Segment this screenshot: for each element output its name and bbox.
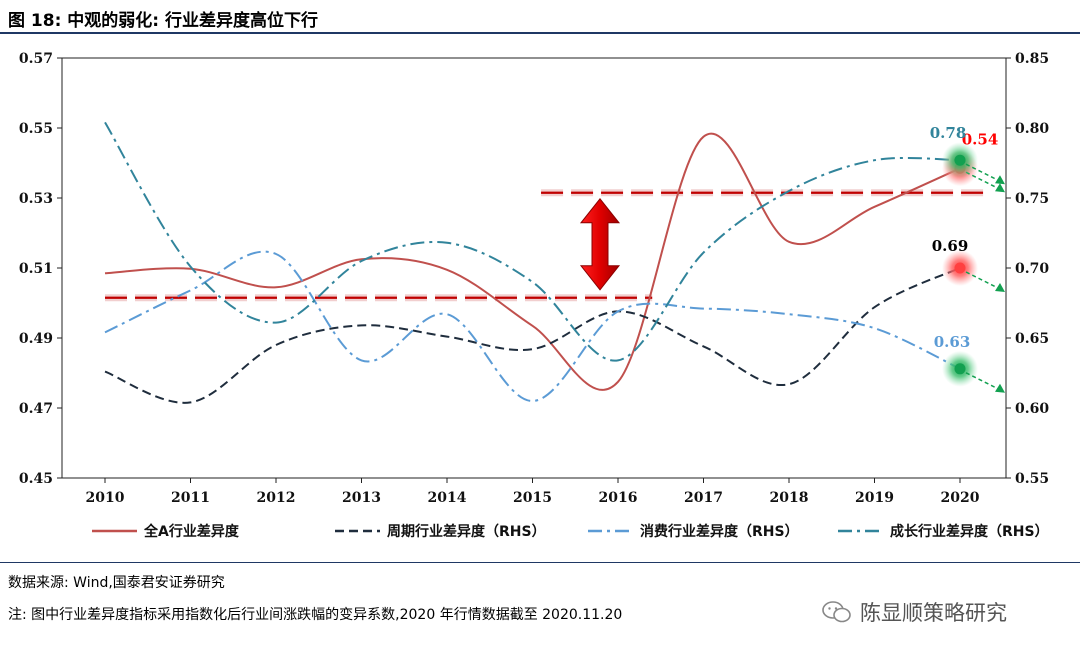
x-tick-label: 2018 bbox=[770, 490, 809, 506]
highlight-point bbox=[954, 363, 966, 375]
x-tick-label: 2016 bbox=[599, 490, 638, 506]
x-tick-label: 2011 bbox=[171, 490, 210, 506]
legend-label-1: 周期行业差异度（RHS） bbox=[387, 523, 546, 540]
double-arrow bbox=[579, 197, 621, 291]
left-tick-label: 0.45 bbox=[19, 471, 53, 487]
series-line-3 bbox=[104, 121, 961, 362]
source-note: 数据来源: Wind,国泰君安证券研究 bbox=[8, 575, 225, 591]
axes-layer: 0.45 0.47 0.49 0.51 0.53 0.55 0.57 0.55 0.60 0.65… bbox=[19, 51, 1049, 506]
x-tick-label: 2014 bbox=[428, 490, 467, 506]
trend-arrow-line bbox=[965, 171, 999, 189]
legend-label-2: 消费行业差异度（RHS） bbox=[640, 523, 799, 540]
left-tick-label: 0.47 bbox=[19, 401, 53, 417]
plot-frame bbox=[61, 57, 1007, 479]
x-tick-label: 2015 bbox=[513, 490, 552, 506]
legend: 全A行业差异度 周期行业差异度（RHS） 消费行业差异度（RHS） 成长行业差异度（R… bbox=[92, 523, 1049, 540]
trend-arrow-line bbox=[965, 372, 999, 390]
x-tick-label: 2013 bbox=[342, 490, 381, 506]
series-line-0 bbox=[104, 132, 961, 391]
watermark-text: 陈显顺策略研究 bbox=[860, 601, 1007, 625]
right-tick-label: 0.60 bbox=[1015, 401, 1049, 417]
left-tick-label: 0.51 bbox=[19, 261, 53, 277]
x-tick-label: 2017 bbox=[684, 490, 723, 506]
watermark: 陈显顺策略研究 bbox=[822, 592, 1072, 632]
trend-arrow-head bbox=[995, 383, 1005, 393]
point-label: 0.69 bbox=[932, 237, 969, 255]
annotations: 0.54 0.69 0.63 0.78 bbox=[579, 124, 1005, 393]
source-rule bbox=[0, 562, 1080, 563]
trend-arrow-head bbox=[995, 175, 1005, 185]
right-tick-label: 0.85 bbox=[1015, 51, 1049, 67]
x-tick-label: 2019 bbox=[855, 490, 894, 506]
trend-arrow-head bbox=[995, 283, 1005, 292]
left-tick-label: 0.57 bbox=[19, 51, 53, 67]
reference-lines bbox=[105, 189, 986, 302]
x-tick-label: 2020 bbox=[941, 490, 980, 506]
series-line-1 bbox=[104, 267, 961, 404]
wechat-icon bbox=[822, 601, 851, 623]
line-chart: 0.45 0.47 0.49 0.51 0.53 0.55 0.57 0.55 0.60 0.65… bbox=[19, 51, 1049, 540]
footnote: 注: 图中行业差异度指标采用指数化后行业间涨跌幅的变异系数,2020 年行情数据… bbox=[8, 607, 623, 623]
right-tick-label: 0.65 bbox=[1015, 331, 1049, 347]
left-tick-label: 0.53 bbox=[19, 191, 53, 207]
point-label: 0.78 bbox=[930, 124, 967, 142]
x-tick-label: 2010 bbox=[86, 490, 125, 506]
left-tick-label: 0.55 bbox=[19, 121, 53, 137]
left-tick-label: 0.49 bbox=[19, 331, 53, 347]
series-line-2 bbox=[104, 250, 961, 403]
trend-arrow-line bbox=[965, 271, 999, 289]
point-label: 0.54 bbox=[962, 130, 999, 148]
right-tick-label: 0.55 bbox=[1015, 471, 1049, 487]
point-label: 0.63 bbox=[934, 333, 971, 351]
right-tick-label: 0.75 bbox=[1015, 191, 1049, 207]
highlight-point bbox=[954, 262, 966, 274]
highlight-point bbox=[954, 154, 966, 166]
right-tick-label: 0.70 bbox=[1015, 261, 1049, 277]
series-lines bbox=[104, 121, 961, 404]
right-tick-label: 0.80 bbox=[1015, 121, 1049, 137]
title-rule bbox=[0, 32, 1080, 34]
figure-title: 图 18: 中观的弱化: 行业差异度高位下行 bbox=[8, 11, 319, 31]
legend-label-3: 成长行业差异度（RHS） bbox=[890, 523, 1049, 540]
x-tick-label: 2012 bbox=[257, 490, 296, 506]
trend-arrow-head bbox=[995, 183, 1005, 193]
legend-label-0: 全A行业差异度 bbox=[143, 523, 240, 540]
trend-arrow-line bbox=[965, 163, 999, 181]
